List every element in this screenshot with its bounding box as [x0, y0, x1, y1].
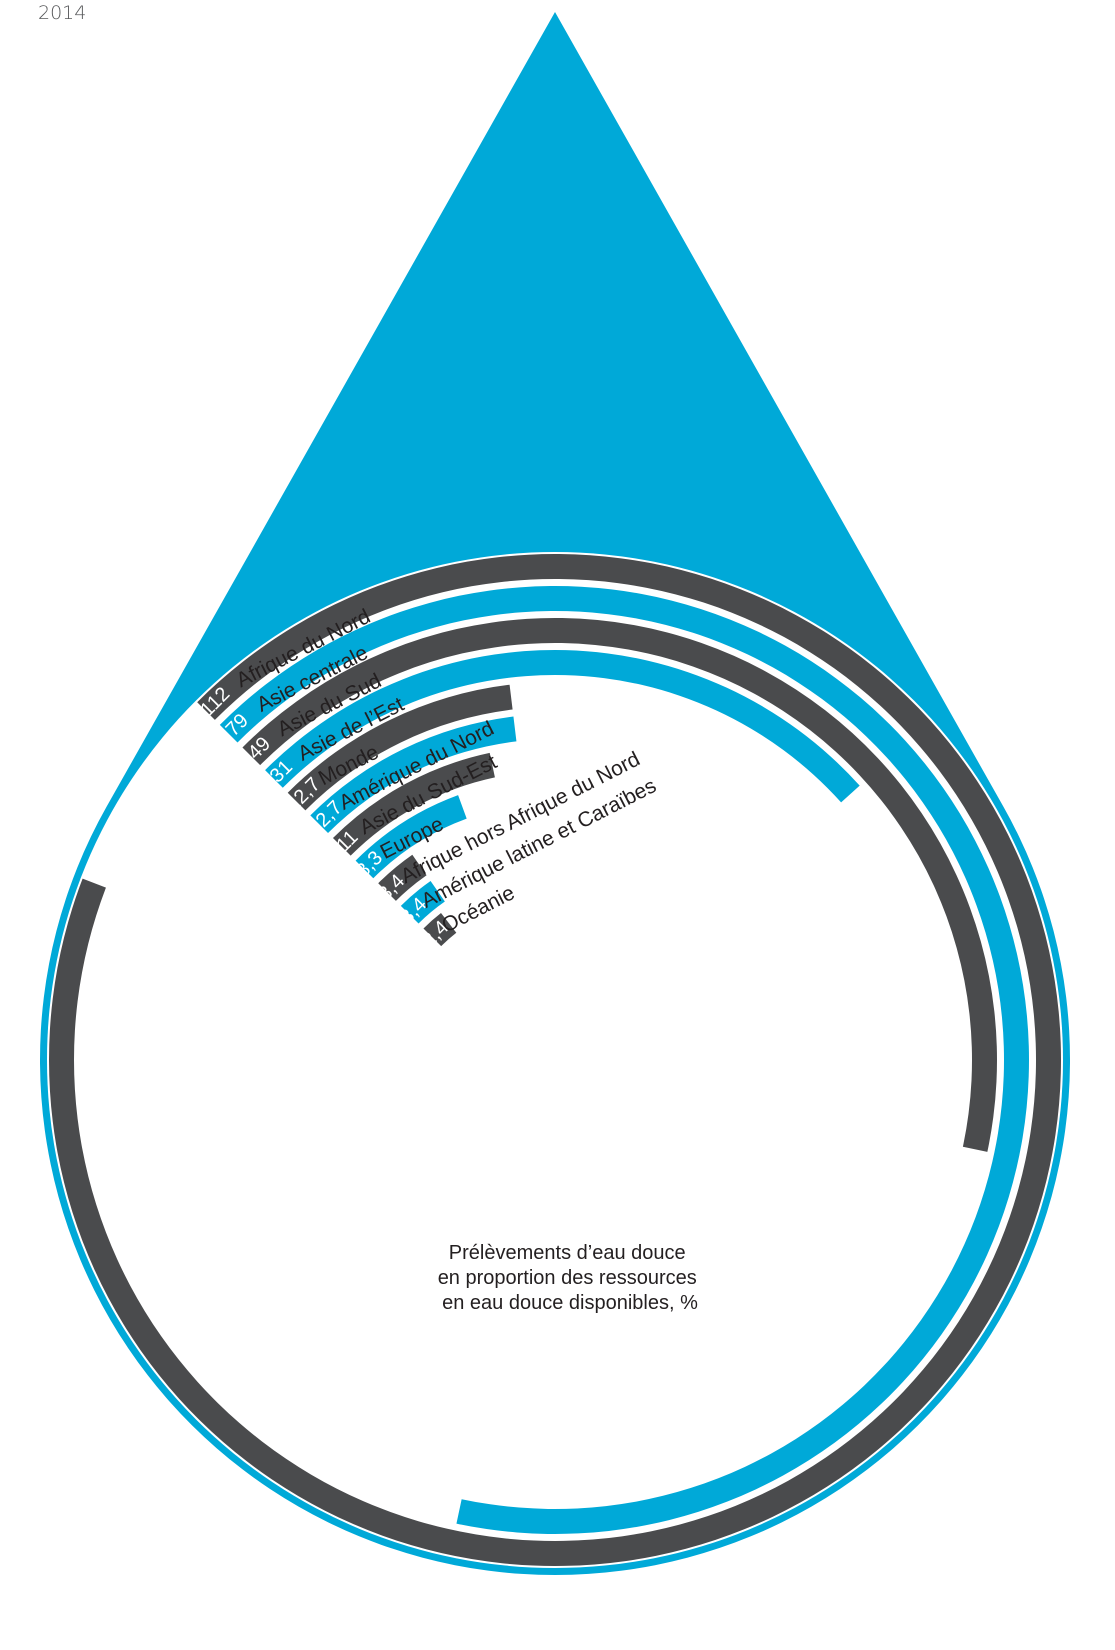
bar-2 [219, 585, 1029, 1535]
chart-title-line-3: en eau douce disponibles, % [442, 1292, 698, 1314]
bar-5 [287, 684, 513, 811]
bar-4 [265, 649, 860, 803]
bar-8 [355, 795, 467, 879]
chart-title: Prélèvements d’eau douce en proportion d… [438, 1242, 703, 1314]
chart-title-line-2: en proportion des ressources [438, 1267, 697, 1289]
chart-bars [48, 554, 1062, 1567]
bar-10 [400, 880, 445, 924]
year-label: 2014 [38, 2, 87, 24]
bar-6 [310, 716, 517, 834]
bar-11 [423, 913, 457, 947]
bar-9 [378, 854, 427, 901]
bar-7 [332, 752, 495, 856]
chart-title-line-1: Prélèvements d’eau douce [449, 1242, 686, 1264]
